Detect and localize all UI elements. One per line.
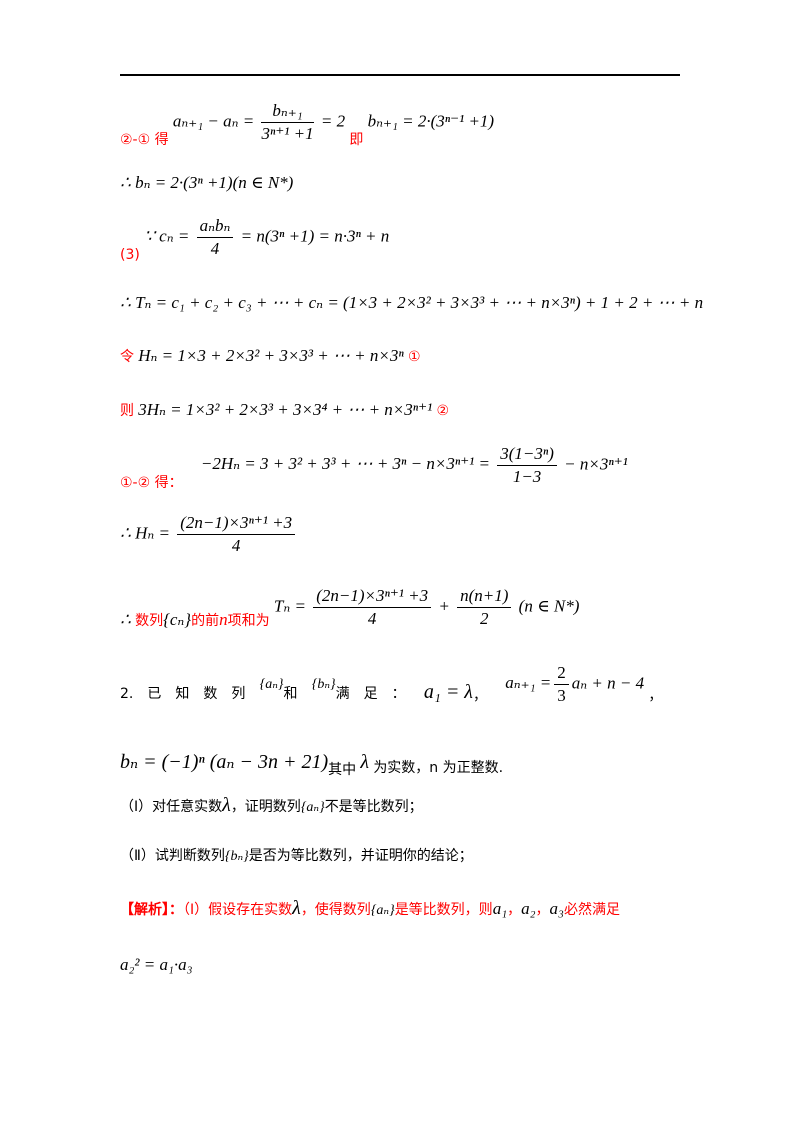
denominator: 4 [367,609,377,628]
denominator: 4 [231,536,241,555]
solution-tag: 【解析】： [120,902,183,918]
text: 其中 [328,762,357,778]
line-tn-result: ∴ 数列{cₙ}的前n项和为 Tₙ = (2n−1)×3ⁿ⁺¹ +3 4 + n(… [120,585,579,630]
question-1: （Ⅰ）对任意实数λ，证明数列{aₙ}不是等比数列； [120,795,423,818]
numerator: (2n−1)×3ⁿ⁺¹ +3 [313,585,432,608]
final-formula: a₂² = a₁·a₃ [120,955,193,974]
line-tn: ∴ Tₙ = c₁ + c₂ + c₃ + ⋯ + cₙ = (1×3 + 2×… [120,293,704,312]
formula: bₙ₊₁ = 2·(3ⁿ⁻¹ +1) [367,111,495,131]
formula: ∴ Hₙ = [120,523,170,543]
line-hn-result: ∴ Hₙ = (2n−1)×3ⁿ⁺¹ +3 4 [120,512,298,557]
text: 项和为 [227,613,270,630]
text: 不是等比数列； [324,799,423,815]
formula: −2Hₙ = 3 + 3² + 3³ + ⋯ + 3ⁿ − n×3ⁿ⁺¹ = [200,454,490,474]
text: ， [648,688,663,705]
formula: Hₙ = 1×3 + 2×3² + 3×3³ + ⋯ + n×3ⁿ [138,346,404,365]
text: 数列 [135,613,164,630]
text: ， [535,902,550,918]
question-2: （Ⅱ）试判断数列{bₙ}是否为等比数列，并证明你的结论； [120,845,473,867]
term: a₂ [521,899,536,918]
sequence: {bₙ} [224,849,249,864]
text: ， [507,902,522,918]
lambda: λ [360,751,370,773]
formula: − n×3ⁿ⁺¹ [564,454,628,474]
numerator: (2n−1)×3ⁿ⁺¹ +3 [177,512,296,535]
numerator: aₙbₙ [196,215,234,238]
fraction: bₙ₊₁ 3ⁿ⁺¹ +1 [261,100,314,145]
therefore: ∴ [120,610,131,630]
line-minus2hn: ①-② 得： −2Hₙ = 3 + 3² + 3³ + ⋯ + 3ⁿ − n×3… [120,443,628,492]
lambda: λ [222,794,231,816]
solution-line: 【解析】：（Ⅰ）假设存在实数λ，使得数列{aₙ}是等比数列，则a₁，a₂，a₃必… [120,898,620,921]
equation-marker: ② [436,403,450,419]
label: 即 [349,132,364,149]
numerator: n(n+1) [457,585,512,608]
text: （Ⅱ）试判断数列 [120,848,225,864]
text: 是等比数列，则 [394,902,493,918]
denominator: 4 [210,239,220,258]
fraction: aₙbₙ 4 [196,215,234,260]
text: （Ⅰ）对任意实数 [120,799,223,815]
label: ①-② 得： [120,475,183,492]
numerator: 3(1−3ⁿ) [497,443,557,466]
formula: ∵ cₙ = [144,226,190,246]
equation-marker: ① [407,349,421,365]
line-bn: ∴ bₙ = 2·(3ⁿ +1)(n ∈ N*) [120,173,294,192]
denominator: 3 [557,686,566,705]
formula: aₙ₊₁ = [505,673,552,693]
sequence: {aₙ} [300,800,325,815]
formula: a₁ = λ [423,681,473,704]
line-cn: (3) ∵ cₙ = aₙbₙ 4 = n(3ⁿ +1) = n·3ⁿ + n [120,215,390,264]
lambda: λ [292,897,301,919]
formula: aₙ + n − 4 [571,673,645,693]
denominator: 3ⁿ⁺¹ +1 [261,124,314,143]
sequence: {aₙ} [259,677,284,693]
formula: = 2 [320,111,346,131]
sequence: {cₙ} [163,610,192,630]
formula: (n ∈ N*) [518,596,580,616]
formula: bₙ = (−1)ⁿ (aₙ − 3n + 21) [120,751,329,773]
text: 必然满足 [563,902,620,918]
text: ，使得数列 [300,902,371,918]
problem2-statement: 2. 已 知 数 列 {aₙ}和 {bₙ}满 足 ： a₁ = λ， aₙ₊₁ … [120,662,662,707]
text: 和 [283,686,298,703]
text: 2. 已 知 数 列 [120,686,246,703]
text: （Ⅰ）假设存在实数 [183,902,293,918]
sequence: {bₙ} [311,677,336,693]
term: a₃ [549,899,564,918]
text: 的前 [191,613,220,630]
plus: + [438,596,450,616]
label: 令 [120,349,134,365]
fraction: (2n−1)×3ⁿ⁺¹ +3 4 [313,585,432,630]
label: ②-① 得 [120,132,169,149]
numerator: bₙ₊₁ [261,100,314,123]
fraction: 3(1−3ⁿ) 1−3 [497,443,557,488]
formula: 3Hₙ = 1×3² + 2×3³ + 3×3⁴ + ⋯ + n×3ⁿ⁺¹ [138,400,433,419]
formula: aₙ₊₁ − aₙ = [172,111,255,131]
denominator: 2 [480,609,489,628]
line-hn: 令 Hₙ = 1×3 + 2×3² + 3×3³ + ⋯ + n×3ⁿ ① [120,346,421,367]
line-subtract: ②-① 得 aₙ₊₁ − aₙ = bₙ₊₁ 3ⁿ⁺¹ +1 = 2 即 bₙ₊₁… [120,100,495,149]
problem2-bn-definition: bₙ = (−1)ⁿ (aₙ − 3n + 21)其中 λ 为实数，n 为正整数… [120,751,504,778]
formula: Tₙ = [273,596,306,616]
term: a₁ [492,899,508,918]
denominator: 1−3 [512,467,542,486]
fraction: n(n+1) 2 [457,585,512,630]
numerator: 2 [554,662,569,685]
label: (3) [120,247,140,264]
text: 为实数，n 为正整数. [373,760,504,776]
n: n [219,610,228,630]
formula: = n(3ⁿ +1) = n·3ⁿ + n [240,226,390,246]
label: 则 [120,403,134,419]
text: 是否为等比数列，并证明你的结论； [248,848,473,864]
sequence: {aₙ} [370,903,395,918]
header-rule [120,74,680,76]
text: 满 足 ： [335,686,406,703]
fraction: (2n−1)×3ⁿ⁺¹ +3 4 [177,512,296,557]
line-3hn: 则 3Hₙ = 1×3² + 2×3³ + 3×3⁴ + ⋯ + n×3ⁿ⁺¹ … [120,400,449,421]
text: ，证明数列 [230,799,301,815]
text: ， [472,688,487,705]
